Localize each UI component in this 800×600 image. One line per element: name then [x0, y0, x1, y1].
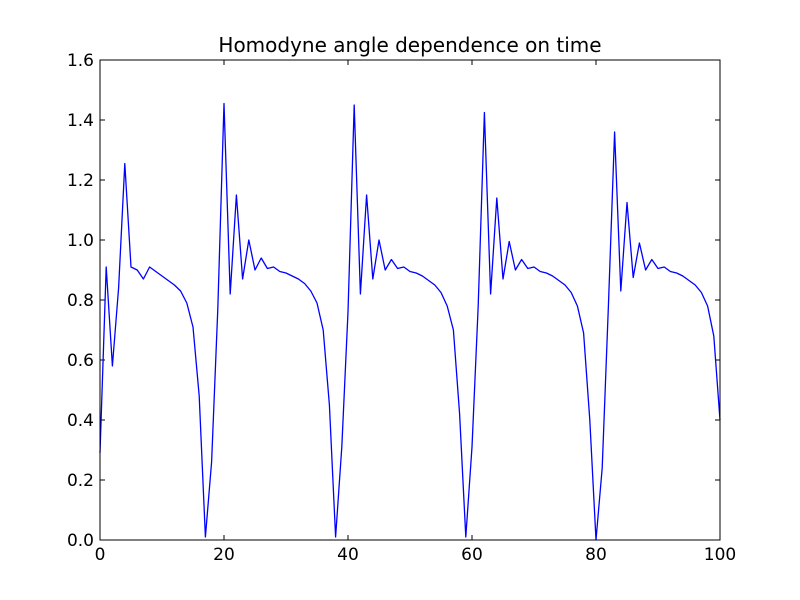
- y-tick-label: 1.0: [67, 231, 94, 251]
- axis-ticks: [99, 59, 721, 541]
- y-tick-label: 0.2: [67, 471, 94, 491]
- x-tick-label: 0: [95, 545, 106, 565]
- chart-title: Homodyne angle dependence on time: [218, 33, 601, 57]
- x-tick-label: 60: [461, 545, 483, 565]
- y-tick-label: 1.6: [67, 51, 94, 71]
- x-tick-label: 100: [704, 545, 736, 565]
- y-tick-label: 1.4: [67, 111, 94, 131]
- tick-labels: 0 20 40 60 80 100 0.0 0.2 0.4 0.6 0.8 1.0 1.2 1.4 1.6: [67, 51, 736, 565]
- x-tick-label: 80: [585, 545, 607, 565]
- plot-frame: [99, 59, 721, 541]
- y-tick-label: 0.8: [67, 291, 94, 311]
- x-tick-label: 40: [337, 545, 359, 565]
- y-tick-label: 1.2: [67, 171, 94, 191]
- y-tick-label: 0.0: [67, 531, 94, 551]
- y-tick-label: 0.4: [67, 411, 94, 431]
- y-tick-label: 0.6: [67, 351, 94, 371]
- series-line: [99, 102, 721, 541]
- x-tick-label: 20: [213, 545, 235, 565]
